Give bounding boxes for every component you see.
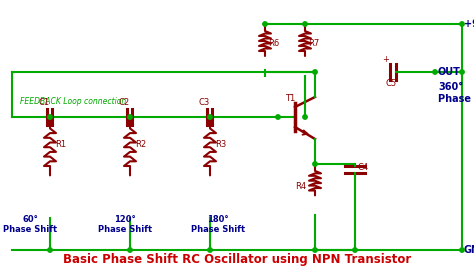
- Circle shape: [313, 248, 317, 252]
- Text: R7: R7: [308, 39, 319, 48]
- Circle shape: [353, 248, 357, 252]
- Text: C1: C1: [39, 98, 50, 107]
- Text: R2: R2: [135, 140, 146, 149]
- Text: OUT: OUT: [438, 67, 461, 77]
- Circle shape: [303, 115, 307, 119]
- Circle shape: [276, 115, 280, 119]
- Text: C4: C4: [358, 163, 369, 172]
- Circle shape: [48, 115, 52, 119]
- Text: FEEDBACK Loop connection: FEEDBACK Loop connection: [20, 97, 126, 106]
- Circle shape: [128, 248, 132, 252]
- Text: R3: R3: [215, 140, 226, 149]
- Text: 120°
Phase Shift: 120° Phase Shift: [98, 215, 152, 234]
- Text: Basic Phase Shift RC Oscillator using NPN Transistor: Basic Phase Shift RC Oscillator using NP…: [63, 253, 411, 266]
- Text: 360°
Phase Shift: 360° Phase Shift: [438, 82, 474, 104]
- Circle shape: [433, 70, 437, 74]
- Text: R4: R4: [295, 182, 306, 191]
- Text: +9V: +9V: [464, 19, 474, 29]
- Text: 60°
Phase Shift: 60° Phase Shift: [3, 215, 57, 234]
- Text: GND: GND: [464, 245, 474, 255]
- Text: C2: C2: [119, 98, 130, 107]
- Text: R6: R6: [268, 39, 279, 48]
- Circle shape: [208, 115, 212, 119]
- Circle shape: [48, 248, 52, 252]
- Text: T1: T1: [285, 94, 295, 103]
- Text: C3: C3: [199, 98, 210, 107]
- Circle shape: [313, 162, 317, 166]
- Text: R1: R1: [55, 140, 66, 149]
- Circle shape: [460, 22, 464, 26]
- Circle shape: [263, 22, 267, 26]
- Text: 180°
Phase Shift: 180° Phase Shift: [191, 215, 245, 234]
- Text: +: +: [383, 55, 390, 64]
- Circle shape: [303, 22, 307, 26]
- Circle shape: [460, 70, 464, 74]
- Circle shape: [128, 115, 132, 119]
- Circle shape: [313, 70, 317, 74]
- Text: C5: C5: [385, 79, 397, 88]
- Circle shape: [208, 248, 212, 252]
- Circle shape: [460, 248, 464, 252]
